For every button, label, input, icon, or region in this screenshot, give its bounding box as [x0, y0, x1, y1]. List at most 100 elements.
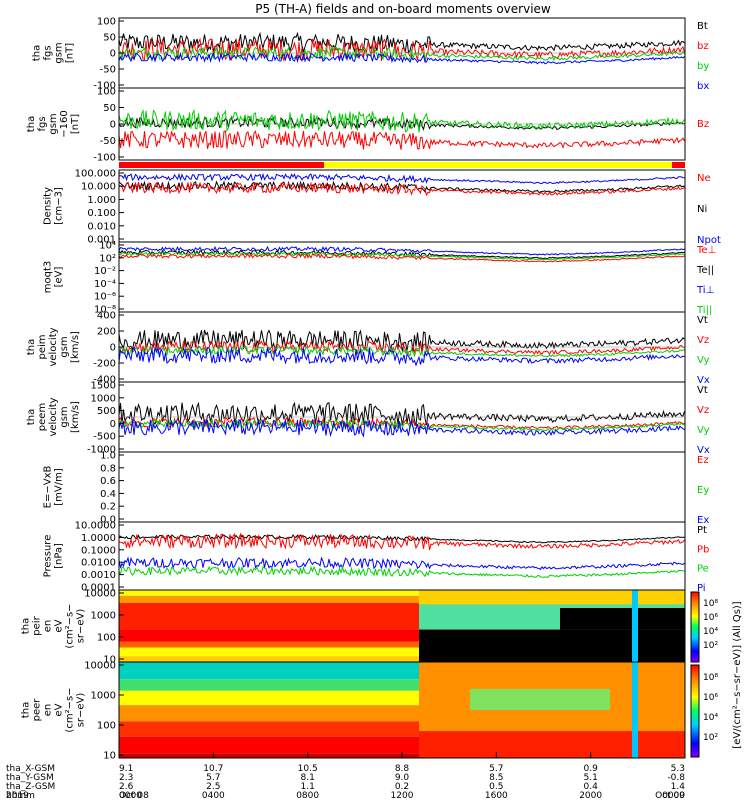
y-tick-label: 10⁻⁸ [94, 305, 116, 316]
y-axis-label-line: eV [54, 619, 65, 632]
y-tick-label: 0.0100 [81, 558, 116, 569]
series-line-red [119, 130, 685, 150]
spectrogram-band [119, 590, 419, 596]
legend-entry: Ey [697, 485, 709, 496]
y-axis-label-line: [nT] [65, 43, 76, 63]
panel-fgs-gse: 100 50 0 -50 -100 tha fgs gsm −160 [nT] Bz [26, 87, 709, 164]
series-line-blue [119, 51, 685, 65]
legend-entry: Bz [697, 119, 709, 130]
y-tick-label: -200 [93, 359, 116, 370]
ephemeris-value: 0800 [296, 791, 319, 800]
spectrogram-band [119, 602, 419, 630]
colorbar: 10⁸ 10⁸ 10⁶ 10⁶ 10⁴ 10⁴ 10² 10² [eV/(cm²−s−sr−eV… [690, 591, 743, 758]
spectrogram-band [119, 656, 419, 662]
legend-entry: Vy [697, 425, 710, 436]
y-tick-label: -500 [93, 432, 116, 443]
ephemeris-row-label: tha_X-GSM [6, 764, 55, 774]
legend-entry: Pi [697, 583, 706, 594]
y-axis-label: moqt3 [eV] [43, 261, 65, 294]
y-axis-label-line: tha [26, 116, 37, 132]
panel-frame [118, 451, 686, 523]
panel-ion-spectrogram: 10000 1000 100 10 tha peir en eV (cm²−s− sr−eV) [21, 589, 686, 666]
y-tick-label: -50 [100, 65, 116, 76]
y-axis-label-line: tha [26, 339, 37, 355]
ephemeris-value: 9.0 [395, 773, 410, 783]
series-line-black [119, 533, 685, 544]
ephemeris-value: 1.1 [301, 782, 315, 792]
spectrogram-band [119, 629, 419, 642]
series-line-blue [119, 245, 685, 256]
series-line-blue [119, 172, 685, 185]
legend-entry: Pb [697, 544, 709, 555]
colorbar-tick-label: 10⁸ [703, 673, 718, 683]
ephemeris-value: 10.5 [298, 764, 318, 774]
y-tick-label: 10⁴ [99, 241, 116, 252]
y-tick-label: 100 [97, 721, 116, 732]
y-tick-label: 100 [97, 87, 116, 98]
colorbar-title: [eV/(cm²−s−sr−eV)] (All Qs)] [732, 601, 743, 749]
ephemeris-value: 0.5 [489, 782, 503, 792]
series-line-blue [119, 556, 685, 571]
y-tick-label: 0.0001 [81, 583, 116, 594]
y-axis-label-line: [eV] [54, 267, 65, 288]
y-axis-label: tha peim velocity gsm [km/s] [26, 327, 81, 366]
panel-fgs-gsm: 100 50 0 -50 -100 tha fgs gsm [nT] Bt bz by bx [32, 17, 710, 93]
ephemeris-value: 0000 [662, 791, 685, 800]
ephemeris-value: 0000 [119, 791, 142, 800]
y-axis-label-line: [cm−3] [54, 187, 65, 225]
y-tick-label: 100.000 [75, 169, 116, 180]
y-tick-label: 1000 [91, 691, 116, 702]
ephemeris-value: 2000 [579, 791, 602, 800]
panel-content [119, 532, 685, 578]
spectrogram-band [119, 647, 419, 657]
legend-entry: Ni [697, 204, 707, 215]
panel-content [119, 329, 685, 367]
spectrogram-band [419, 590, 685, 605]
ephemeris-value: 2.5 [206, 782, 220, 792]
ephemeris-value: 8.8 [395, 764, 410, 774]
series-line-green [119, 418, 685, 432]
series-line-green [119, 251, 685, 261]
ephemeris-value: 0400 [202, 791, 225, 800]
y-axis-label-line: fgs [37, 116, 48, 131]
series-line-red [119, 532, 685, 551]
colorbar-electron [690, 664, 700, 758]
y-tick-label: 10⁻² [94, 266, 116, 277]
colorbar-tick-label: 10⁶ [703, 613, 718, 623]
colorbar-tick-label: 10² [703, 733, 718, 743]
y-axis-label: Pressure [nPa] [43, 535, 65, 578]
ephemeris-value: 8.1 [301, 773, 315, 783]
panel-electron-spectrogram: 10000 1000 100 10 tha peer en eV (cm²−s− sr−eV) [21, 661, 686, 762]
y-axis-label-line: tha [21, 618, 32, 634]
y-tick-label: 0 [110, 419, 116, 430]
y-tick-label: 0 [110, 49, 116, 60]
y-tick-label: 10.0000 [75, 521, 116, 532]
y-axis-label: tha peem velocity gsm [km/s] [26, 397, 81, 436]
ephemeris-value: 0.9 [584, 764, 599, 774]
mode-bar-red-segment [672, 162, 685, 168]
spectrogram-band [119, 736, 419, 754]
ephemeris-value: -0.8 [667, 773, 685, 783]
y-axis-label-line: gsm [54, 42, 65, 63]
y-axis-label: tha peir en eV (cm²−s− sr−eV) [21, 603, 87, 648]
y-axis-label-line: tha [32, 45, 43, 61]
ephemeris-value: 1200 [391, 791, 414, 800]
ephemeris-value: 10.7 [203, 764, 223, 774]
y-tick-label: 10 [103, 751, 116, 762]
panel-ion-velocity: 400 200 0 -200 -400 tha peim velocity gsm [km/s] V… [26, 311, 710, 387]
spectrogram-band [119, 690, 419, 706]
y-axis-label-line: velocity [48, 397, 59, 436]
panel-efield: 1.00.8 0.6 0.4 0.2 0.0 E=−VxB [mV/m] Ez Ey Ex [43, 451, 710, 527]
y-tick-label: 0.0010 [81, 570, 116, 581]
ephemeris-value: 5.3 [671, 764, 685, 774]
mode-bar-yellow-segment [324, 162, 672, 168]
y-axis-label-line: sr−eV) [76, 609, 87, 644]
series-line-blue [119, 418, 685, 438]
legend-entry: Vy [697, 355, 710, 366]
y-tick-label: 10⁻⁴ [94, 279, 116, 290]
y-tick-label: 400 [97, 311, 116, 322]
panel-content [119, 172, 685, 197]
legend-entry: Ti⊥ [696, 285, 714, 296]
y-axis-label-line: gsm [48, 113, 59, 134]
colorbar-tick-label: 10⁴ [703, 713, 718, 723]
